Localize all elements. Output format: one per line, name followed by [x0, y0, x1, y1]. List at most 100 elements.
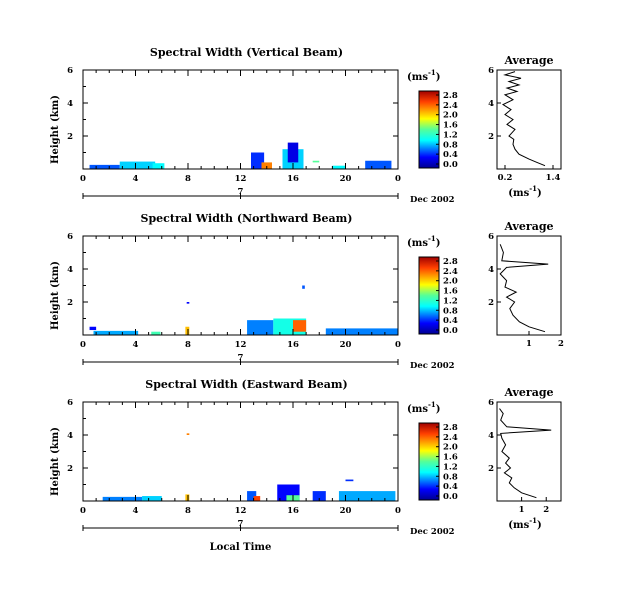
- profile-x-tick-label: 0.2: [498, 173, 513, 183]
- profile-line: [499, 244, 549, 333]
- profile-title: Average: [503, 54, 553, 67]
- profile-y-tick-label: 6: [488, 398, 494, 408]
- colorbar-tick-label: 2.4: [443, 101, 458, 111]
- data-patch: [365, 160, 392, 169]
- colorbar-unit-exp: -1: [428, 400, 436, 409]
- data-patch: [287, 142, 299, 163]
- y-tick-label: 2: [67, 464, 73, 474]
- x-tick-label: 4: [133, 174, 139, 184]
- colorbar-tick-label: 0.4: [443, 316, 458, 326]
- profile-y-tick-label: 2: [488, 132, 494, 142]
- profile-x-label: (ms-1): [508, 516, 541, 531]
- profile-x-tick-label: 2: [543, 505, 549, 515]
- colorbar-unit-close: ): [436, 238, 441, 249]
- profile-x-tick-label: 2: [558, 339, 564, 349]
- data-patch: [312, 491, 326, 501]
- x-tick-label: 0: [395, 506, 401, 516]
- x-tick-label: 16: [287, 340, 299, 350]
- data-patch: [142, 496, 162, 501]
- profile-title: Average: [503, 220, 553, 233]
- profile-x-tick-label: 1: [526, 339, 532, 349]
- colorbar-unit-base: (ms: [407, 72, 428, 83]
- colorbar-unit-exp: -1: [428, 234, 436, 243]
- x-tick-label: 16: [287, 506, 299, 516]
- data-patch: [152, 163, 165, 169]
- profile-x-label-exp: -1: [529, 184, 537, 193]
- x-tick-label: 0: [80, 506, 86, 516]
- y-tick-label: 6: [67, 398, 73, 408]
- colorbar: [419, 423, 439, 500]
- profile-frame: [496, 69, 562, 170]
- x-tick-label: 12: [235, 174, 247, 184]
- x-tick-label: 20: [340, 174, 352, 184]
- plot-frame: [82, 401, 399, 502]
- profile-line: [501, 71, 546, 167]
- panel-title: Spectral Width (Vertical Beam): [150, 46, 343, 59]
- colorbar-tick-label: 2.4: [443, 267, 458, 277]
- profile-title: Average: [503, 386, 553, 399]
- y-tick-label: 6: [67, 66, 73, 76]
- plot-frame: [82, 235, 399, 336]
- x-tick-label: 8: [185, 174, 191, 184]
- colorbar-tick-label: 1.2: [443, 130, 458, 140]
- data-patch: [247, 320, 274, 335]
- colorbar-tick-label: 0.8: [443, 306, 458, 316]
- data-patch: [93, 330, 139, 335]
- date-tick-label: 7: [238, 187, 244, 197]
- colorbar-tick-label: 2.0: [443, 111, 458, 121]
- colorbar-frame: [418, 90, 440, 169]
- colorbar-unit-close: ): [436, 72, 441, 83]
- x-tick-label: 0: [80, 340, 86, 350]
- colorbar-tick-label: 0.0: [443, 326, 458, 336]
- profile-y-tick-label: 6: [488, 66, 494, 76]
- profile-panel-1: Average 2 4 6 1 2: [488, 220, 564, 349]
- data-patch: [185, 494, 190, 501]
- y-tick-label: 2: [67, 298, 73, 308]
- data-patch: [186, 302, 190, 304]
- colorbar-unit-exp: -1: [428, 68, 436, 77]
- profile-x-label-close: ): [537, 188, 542, 199]
- x-tick-label: 20: [340, 506, 352, 516]
- colorbar-frame: [418, 256, 440, 335]
- data-patch: [185, 326, 190, 335]
- panel-title: Spectral Width (Eastward Beam): [145, 378, 347, 391]
- y-axis-label: Height (km): [50, 261, 61, 330]
- panel-1: Spectral Width (Northward Beam) 2 4 6 0 4 8 12 1…: [50, 212, 458, 371]
- x-tick-label: 8: [185, 340, 191, 350]
- colorbar-tick-label: 1.6: [443, 121, 458, 131]
- colorbar-tick-label: 0.0: [443, 492, 458, 502]
- profile-y-tick-label: 2: [488, 298, 494, 308]
- colorbar-tick-label: 0.0: [443, 160, 458, 170]
- data-patch: [293, 320, 307, 332]
- profile-x-label-exp: -1: [529, 516, 537, 525]
- profile-y-tick-label: 4: [488, 99, 494, 109]
- data-patch: [251, 152, 265, 169]
- profile-x-label-base: (ms: [508, 188, 529, 199]
- panel-2: Spectral Width (Eastward Beam) 2 4 6 0 4 8 12 16…: [50, 378, 458, 553]
- panel-title: Spectral Width (Northward Beam): [141, 212, 353, 225]
- y-tick-label: 2: [67, 132, 73, 142]
- data-patch: [253, 496, 261, 501]
- data-patch: [186, 433, 190, 435]
- data-patch: [312, 160, 320, 163]
- panel-0: Spectral Width (Vertical Beam) 2 4 6 0 4 8 12 16…: [50, 46, 458, 205]
- data-patch: [89, 164, 120, 169]
- profile-x-label-base: (ms: [508, 520, 529, 531]
- colorbar: [419, 91, 439, 168]
- data-patch: [338, 491, 396, 501]
- data-patch: [119, 161, 156, 169]
- colorbar-tick-label: 2.0: [443, 443, 458, 453]
- colorbar-unit-close: ): [436, 404, 441, 415]
- x-tick-label: 0: [395, 174, 401, 184]
- data-patch: [261, 162, 272, 169]
- x-tick-label: 0: [395, 340, 401, 350]
- data-patch: [89, 326, 97, 331]
- x-tick-label: 4: [133, 340, 139, 350]
- colorbar-tick-label: 1.2: [443, 296, 458, 306]
- data-patch: [345, 479, 354, 482]
- date-label: Dec 2002: [410, 195, 455, 205]
- colorbar-unit: (ms-1): [407, 68, 440, 83]
- data-patch: [151, 331, 161, 335]
- colorbar-tick-label: 1.6: [443, 453, 458, 463]
